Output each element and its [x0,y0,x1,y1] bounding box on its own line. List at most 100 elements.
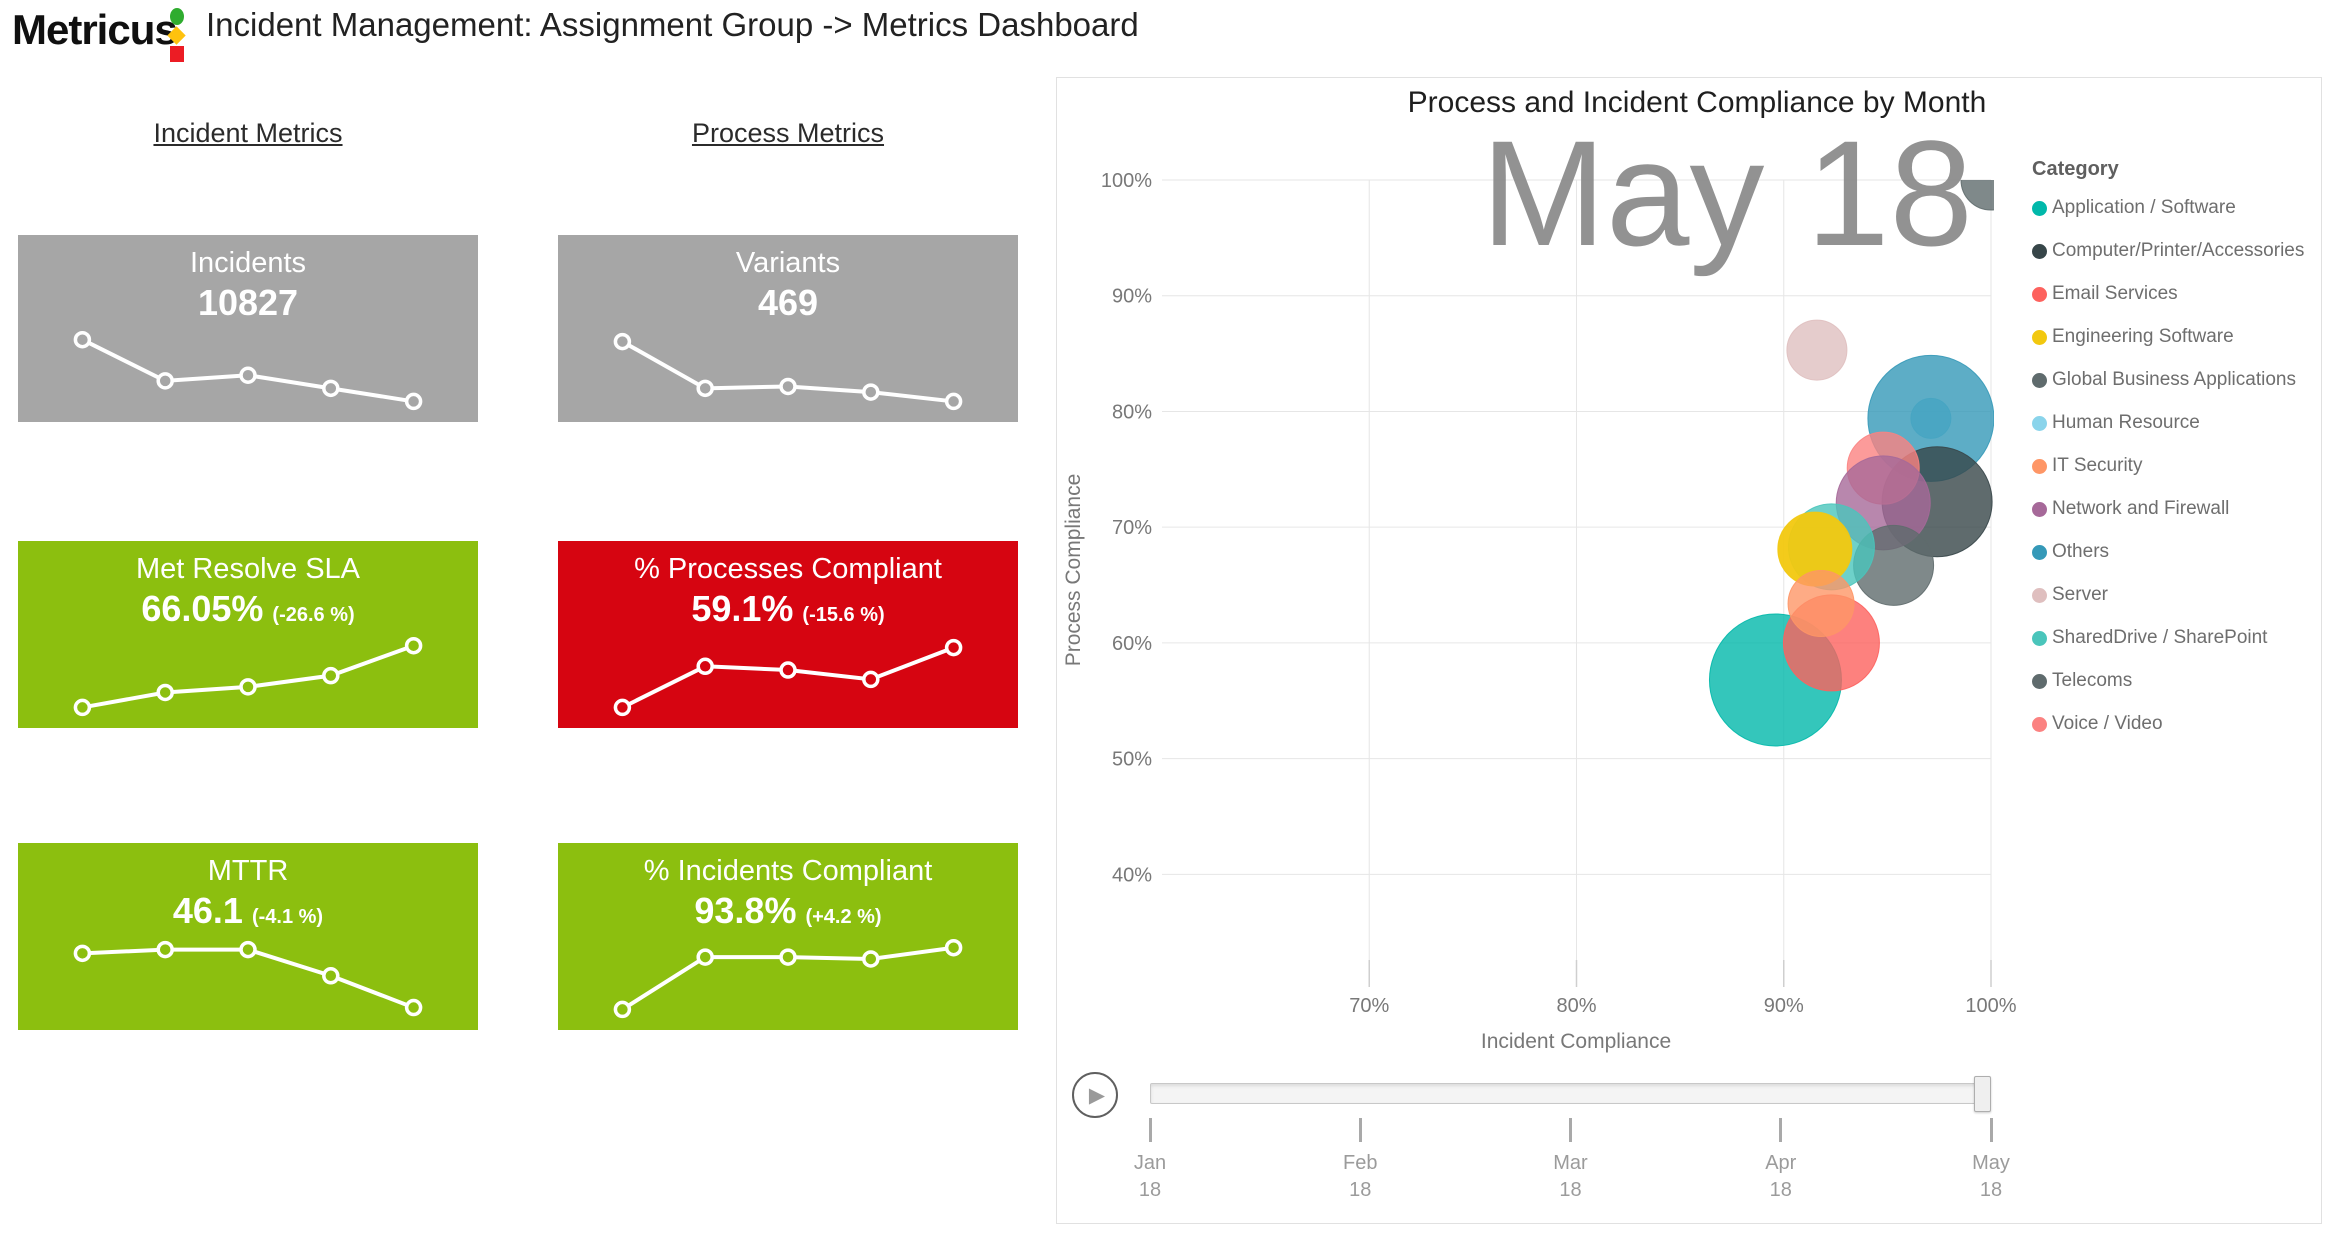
metric-column-heading: Incident Metrics [153,118,343,148]
svg-text:80%: 80% [1112,401,1152,423]
play-icon: ▶ [1088,1083,1106,1107]
svg-text:70%: 70% [1112,517,1152,539]
kpi-card[interactable]: Incidents 10827 [18,235,478,422]
legend-dot-icon [2032,243,2047,259]
month-tick [1989,1118,1993,1142]
chart-title: Process and Incident Compliance by Month [1407,86,1987,119]
legend-dot-icon [2032,458,2047,474]
legend-item[interactable]: Computer/Printer/Accessories [2032,236,2332,266]
kpi-value: 10827 [197,282,299,323]
play-button[interactable]: ▶ [1072,1072,1118,1118]
kpi-card-title: Met Resolve SLA [135,553,361,585]
metric-column-heading: Process Metrics [691,118,885,148]
bubble-chart-plot[interactable]: May 18 100%90%80%70%60%50%40%70% 80% 90% 10… [1056,77,2322,1224]
legend-item[interactable]: Application / Software [2032,193,2332,223]
kpi-delta: (-4.1 %) [251,906,324,928]
legend-item[interactable]: Network and Firewall [2032,494,2332,524]
kpi-value-row: 93.8% (+4.2 %) [558,890,1018,932]
metricus-logo: Metricus [12,6,178,53]
legend-label: Computer/Printer/Accessories [2052,240,2305,261]
bubble-server[interactable] [1786,319,1848,381]
logo-red-square-icon [170,46,184,62]
month-watermark: May 18 [1481,109,1973,277]
legend-item[interactable]: Email Services [2032,279,2332,309]
legend-label: Human Resource [2052,412,2200,433]
svg-text:50%: 50% [1112,749,1152,771]
kpi-value: 469 [757,282,819,323]
legend-item[interactable]: Voice / Video [2032,709,2332,739]
svg-text:90%: 90% [1112,286,1152,308]
month-tick [1779,1118,1783,1142]
legend-item[interactable]: Server [2032,580,2332,610]
legend-title: Category [2032,158,2119,180]
time-slider-handle[interactable] [1974,1076,1991,1112]
legend-label: Others [2052,541,2110,562]
month-label: Jan 18 [1133,1152,1167,1201]
month-label: Feb 18 [1343,1152,1378,1201]
kpi-value: 59.1% [691,588,794,629]
legend-dot-icon [2032,716,2047,732]
legend-dot-icon [2032,200,2047,216]
legend-dot-icon [2032,673,2047,689]
kpi-card-title: % Processes Compliant [634,553,942,585]
svg-text:100%: 100% [1101,170,1152,192]
month-label: May 18 [1972,1152,2010,1201]
legend-label: Global Business Applications [2052,369,2296,390]
kpi-value: 66.05% [141,588,264,629]
kpi-card-title: Variants [735,247,841,279]
kpi-sparkline [73,940,423,1017]
kpi-delta: (-26.6 %) [272,604,355,626]
legend-label: Server [2052,584,2108,605]
legend-item[interactable]: Telecoms [2032,666,2332,696]
logo-yellow-diamond-icon [167,26,186,45]
kpi-value: 93.8% [694,890,797,931]
legend-item[interactable]: Human Resource [2032,408,2332,438]
legend-dot-icon [2032,329,2047,345]
bubble-telecoms[interactable] [1960,150,2021,211]
kpi-value-row: 59.1% (-15.6 %) [558,588,1018,630]
legend-label: Email Services [2052,283,2178,304]
kpi-sparkline [613,332,963,411]
svg-text:60%: 60% [1112,633,1152,655]
svg-text:80%: 80% [1556,995,1596,1017]
legend-item[interactable]: Others [2032,537,2332,567]
svg-text:100%: 100% [1965,995,2016,1017]
kpi-delta: (-15.6 %) [802,604,885,626]
bubbles-layer [1708,150,2021,747]
kpi-value-row: 46.1 (-4.1 %) [18,890,478,932]
legend-item[interactable]: Engineering Software [2032,322,2332,352]
kpi-card[interactable]: % Incidents Compliant 93.8% (+4.2 %) [558,843,1018,1030]
bubble-chart-panel [1056,77,2322,1224]
page-title: Incident Management: Assignment Group ->… [206,6,1139,43]
kpi-card[interactable]: Met Resolve SLA 66.05% (-26.6 %) [18,541,478,728]
legend-label: Engineering Software [2052,326,2234,347]
kpi-card-title: % Incidents Compliant [643,855,933,887]
legend-item[interactable]: Global Business Applications [2032,365,2332,395]
legend-item[interactable]: IT Security [2032,451,2332,481]
month-tick [1569,1118,1572,1142]
kpi-card[interactable]: MTTR 46.1 (-4.1 %) [18,843,478,1030]
time-slider-track[interactable] [1150,1083,1991,1104]
kpi-card-title: MTTR [207,855,289,887]
legend-dot-icon [2032,544,2047,560]
legend-dot-icon [2032,501,2047,517]
axis-tick-labels: 100% 90% 80% 70% 60% 50% 40% 70% 80% 90% 100% [1101,170,2017,1017]
kpi-sparkline [613,938,963,1019]
month-tick [1148,1118,1152,1142]
bubble-it-security[interactable] [1787,570,1855,638]
kpi-value-row: 10827 [18,282,478,324]
kpi-sparkline [73,636,423,717]
kpi-card-title: Incidents [189,247,307,279]
svg-text:40%: 40% [1112,864,1152,886]
month-tick [1358,1118,1362,1142]
legend-item[interactable]: SharedDrive / SharePoint [2032,623,2332,653]
legend-label: IT Security [2052,455,2143,476]
svg-text:90%: 90% [1764,995,1804,1017]
logo-green-circle-icon [170,8,184,25]
kpi-card[interactable]: % Processes Compliant 59.1% (-15.6 %) [558,541,1018,728]
legend-label: Application / Software [2052,197,2236,218]
kpi-card[interactable]: Variants 469 [558,235,1018,422]
legend-dot-icon [2032,286,2047,302]
plot-gridlines [1162,179,1992,987]
kpi-sparkline [73,330,423,411]
